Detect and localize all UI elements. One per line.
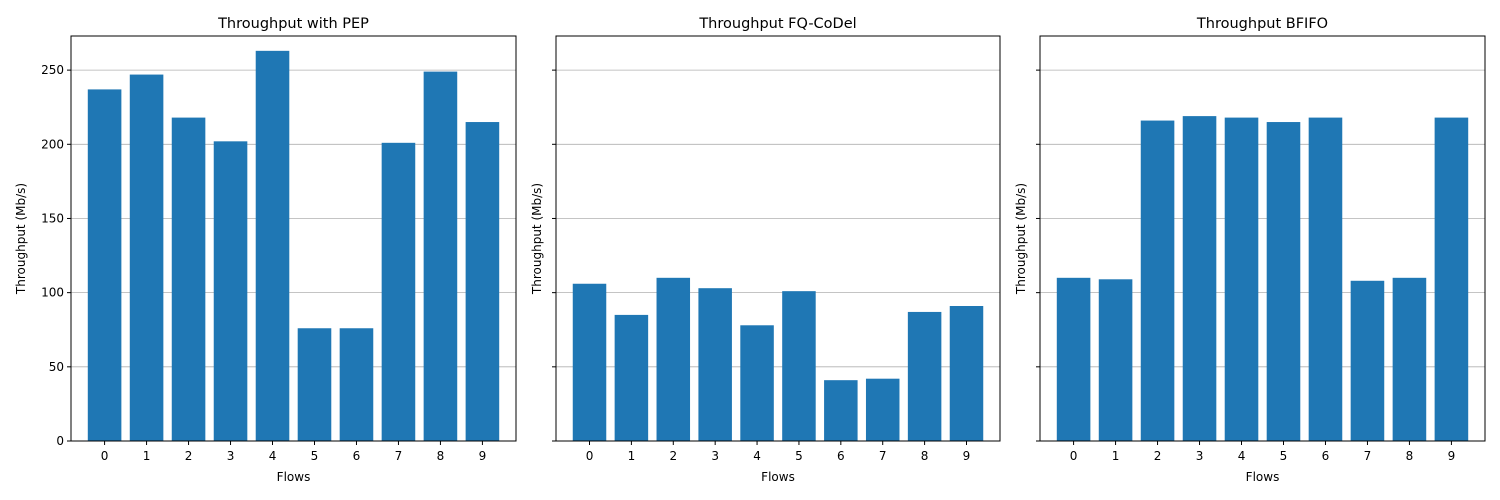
bar bbox=[171, 117, 206, 441]
x-axis-label: Flows bbox=[761, 470, 795, 484]
bar bbox=[614, 314, 649, 441]
y-axis-label: Throughput (Mb/s) bbox=[14, 183, 28, 295]
x-tick-label: 3 bbox=[711, 449, 719, 463]
x-tick-label: 0 bbox=[101, 449, 109, 463]
y-tick-label: 250 bbox=[41, 63, 64, 77]
x-tick-label: 4 bbox=[1238, 449, 1246, 463]
x-tick-label: 9 bbox=[963, 449, 971, 463]
bar bbox=[1308, 117, 1343, 441]
x-tick-label: 6 bbox=[353, 449, 361, 463]
bar bbox=[1350, 280, 1385, 441]
y-tick-label: 200 bbox=[41, 137, 64, 151]
x-tick-label: 1 bbox=[1112, 449, 1120, 463]
x-tick-label: 5 bbox=[311, 449, 319, 463]
bar bbox=[381, 142, 416, 442]
x-tick-label: 8 bbox=[921, 449, 929, 463]
x-tick-label: 5 bbox=[1280, 449, 1288, 463]
x-tick-label: 9 bbox=[479, 449, 487, 463]
bar bbox=[1098, 279, 1133, 441]
x-tick-label: 2 bbox=[185, 449, 193, 463]
bar bbox=[213, 141, 248, 442]
x-tick-label: 0 bbox=[586, 449, 594, 463]
x-axis-label: Flows bbox=[1246, 470, 1280, 484]
bar bbox=[698, 288, 732, 441]
x-tick-label: 7 bbox=[879, 449, 887, 463]
bar bbox=[423, 71, 458, 441]
y-axis-label: Throughput (Mb/s) bbox=[530, 183, 544, 295]
chart-panel-0: 0 50 100 150 200 250 0 1 2 3 4 5 6 7 8 9 Throughput with… bbox=[14, 16, 517, 484]
x-tick-label: 2 bbox=[669, 449, 677, 463]
bar bbox=[1224, 117, 1259, 441]
x-tick-label: 9 bbox=[1448, 449, 1456, 463]
y-tick-label: 0 bbox=[56, 434, 64, 448]
y-tick-label: 100 bbox=[41, 286, 64, 300]
chart-title: Throughput with PEP bbox=[217, 16, 369, 32]
chart-panel-2: 0 1 2 3 4 5 6 7 8 9 Throughput BFIFO Flows Throughpu… bbox=[1014, 16, 1486, 484]
x-tick-label: 3 bbox=[227, 449, 235, 463]
axes-frame bbox=[1039, 35, 1486, 442]
x-tick-label: 7 bbox=[1364, 449, 1372, 463]
bar bbox=[87, 89, 122, 442]
bar bbox=[1182, 116, 1217, 441]
bar bbox=[465, 122, 500, 442]
y-axis-label: Throughput (Mb/s) bbox=[1014, 183, 1028, 295]
x-tick-label: 8 bbox=[1406, 449, 1414, 463]
x-tick-label: 4 bbox=[753, 449, 761, 463]
bar bbox=[1392, 277, 1427, 441]
bar bbox=[1056, 277, 1091, 441]
bar bbox=[1266, 122, 1301, 442]
bar bbox=[572, 283, 607, 441]
bar bbox=[740, 325, 774, 441]
bar bbox=[339, 328, 374, 441]
x-tick-label: 6 bbox=[1322, 449, 1330, 463]
bar bbox=[255, 50, 290, 441]
x-tick-label: 3 bbox=[1196, 449, 1204, 463]
bar bbox=[949, 306, 984, 441]
x-axis-label: Flows bbox=[277, 470, 311, 484]
x-tick-label: 7 bbox=[395, 449, 403, 463]
bar bbox=[907, 311, 942, 441]
chart-title: Throughput FQ-CoDel bbox=[698, 16, 856, 32]
bar bbox=[824, 380, 858, 441]
bar bbox=[782, 291, 816, 441]
x-tick-label: 0 bbox=[1070, 449, 1078, 463]
y-tick-label: 150 bbox=[41, 211, 64, 225]
chart-title: Throughput BFIFO bbox=[1196, 16, 1328, 32]
x-tick-label: 4 bbox=[269, 449, 277, 463]
x-tick-label: 1 bbox=[628, 449, 636, 463]
x-tick-label: 2 bbox=[1154, 449, 1162, 463]
axes-frame bbox=[555, 35, 1001, 442]
x-tick-label: 1 bbox=[143, 449, 151, 463]
bar bbox=[1434, 117, 1469, 441]
axes-frame bbox=[70, 35, 517, 442]
x-tick-label: 8 bbox=[437, 449, 445, 463]
bar bbox=[656, 277, 691, 441]
x-tick-label: 6 bbox=[837, 449, 845, 463]
bar bbox=[865, 378, 900, 441]
bar bbox=[297, 328, 332, 441]
bar bbox=[129, 74, 164, 442]
y-tick-label: 50 bbox=[49, 360, 64, 374]
chart-panel-1: 0 1 2 3 4 5 6 7 8 9 Throughput FQ-CoDel Flows Throug… bbox=[530, 16, 1001, 484]
bar bbox=[1140, 120, 1175, 442]
x-tick-label: 5 bbox=[795, 449, 803, 463]
